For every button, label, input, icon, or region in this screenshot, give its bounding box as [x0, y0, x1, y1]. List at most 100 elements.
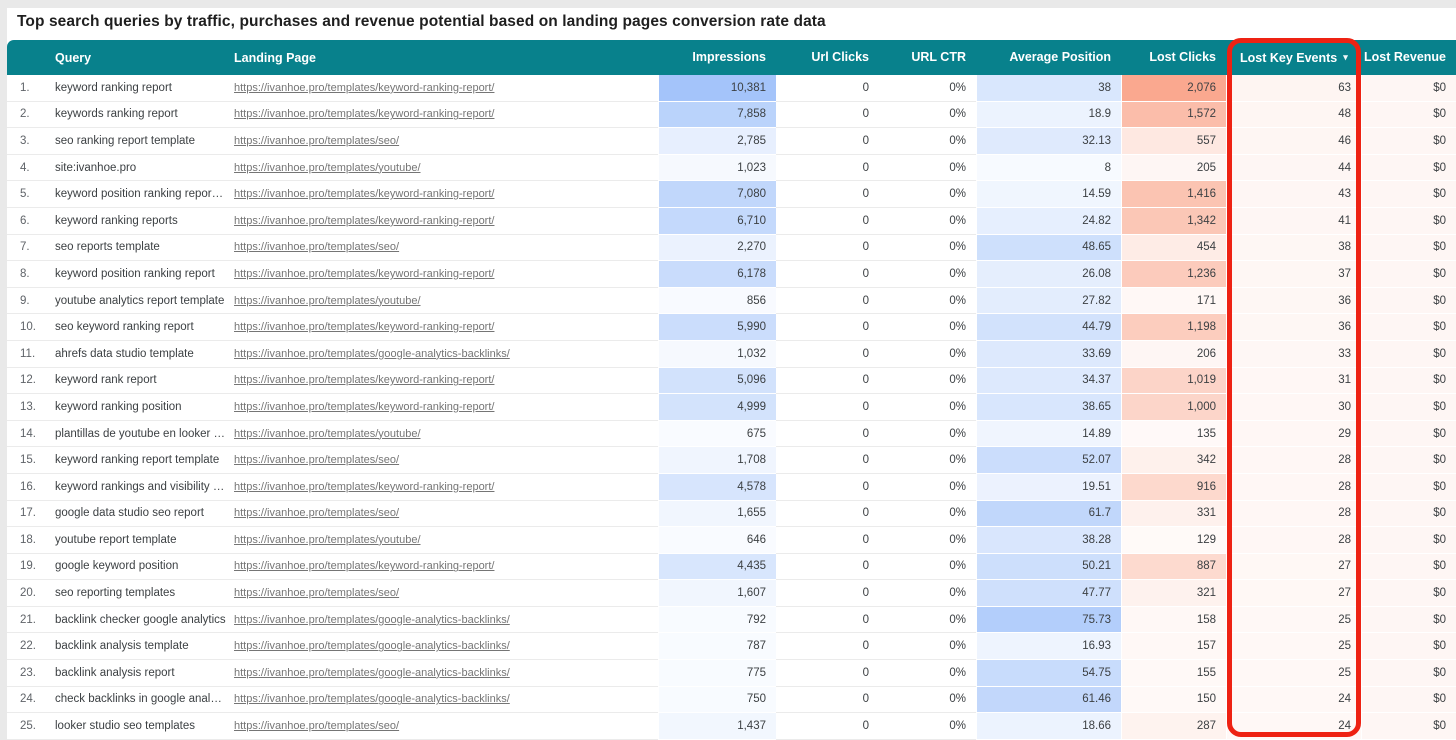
lost-clicks-cell: 916 — [1121, 473, 1226, 501]
lost-revenue-cell: $0 — [1361, 181, 1456, 208]
average-position-cell: 75.73 — [976, 606, 1121, 634]
average-position-cell: 24.82 — [976, 207, 1121, 235]
col-header-lost-revenue-label: Lost Revenue — [1364, 50, 1446, 65]
url-ctr-cell: 0% — [879, 235, 976, 262]
col-header-lost-key-events-label: Lost Key Events — [1240, 50, 1338, 65]
landing-page-link[interactable]: https://ivanhoe.pro/templates/keyword-ra… — [234, 214, 495, 227]
landing-page-cell: https://ivanhoe.pro/templates/keyword-ra… — [228, 394, 658, 421]
landing-page-link[interactable]: https://ivanhoe.pro/templates/keyword-ra… — [234, 400, 495, 413]
landing-page-link[interactable]: https://ivanhoe.pro/templates/keyword-ra… — [234, 480, 495, 493]
landing-page-link[interactable]: https://ivanhoe.pro/templates/seo/ — [234, 507, 400, 520]
landing-page-link[interactable]: https://ivanhoe.pro/templates/google-ana… — [234, 347, 510, 360]
landing-page-cell: https://ivanhoe.pro/templates/seo/ — [228, 128, 658, 155]
landing-page-cell: https://ivanhoe.pro/templates/seo/ — [228, 235, 658, 262]
query-cell: google data studio seo report — [47, 501, 228, 528]
lost-clicks-cell: 557 — [1121, 128, 1226, 155]
average-position-cell: 61.46 — [976, 686, 1121, 714]
url-clicks-cell: 0 — [776, 713, 879, 740]
lost-clicks-cell: 331 — [1121, 500, 1226, 528]
table-row: 24. check backlinks in google anal… https:… — [7, 686, 1456, 714]
lost-revenue-cell: $0 — [1361, 261, 1456, 288]
url-ctr-cell: 0% — [879, 314, 976, 341]
col-header-url-ctr[interactable]: URL CTR — [879, 40, 976, 75]
table-row: 10. seo keyword ranking report https://iva… — [7, 314, 1456, 341]
col-header-lost-revenue[interactable]: Lost Revenue — [1361, 40, 1456, 75]
col-header-url-ctr-label: URL CTR — [911, 50, 966, 65]
landing-page-link[interactable]: https://ivanhoe.pro/templates/seo/ — [234, 720, 400, 733]
average-position-cell: 34.37 — [976, 367, 1121, 395]
landing-page-link[interactable]: https://ivanhoe.pro/templates/google-ana… — [234, 613, 510, 626]
lost-revenue-cell: $0 — [1361, 606, 1456, 634]
lost-key-events-cell: 36 — [1226, 314, 1361, 341]
col-header-query[interactable]: Query — [47, 40, 228, 75]
url-clicks-cell: 0 — [776, 580, 879, 607]
url-ctr-cell: 0% — [879, 394, 976, 421]
average-position-cell: 19.51 — [976, 473, 1121, 501]
average-position-cell: 38 — [976, 75, 1121, 102]
row-number: 10. — [7, 314, 47, 341]
table-body: 1. keyword ranking report https://ivanhoe.… — [7, 75, 1456, 740]
col-header-lost-key-events[interactable]: Lost Key Events ▾ — [1226, 40, 1361, 75]
landing-page-link[interactable]: https://ivanhoe.pro/templates/seo/ — [234, 241, 400, 254]
url-ctr-cell: 0% — [879, 633, 976, 661]
row-number: 5. — [7, 181, 47, 208]
lost-revenue-cell: $0 — [1361, 128, 1456, 155]
landing-page-link[interactable]: https://ivanhoe.pro/templates/youtube/ — [234, 161, 421, 174]
landing-page-link[interactable]: https://ivanhoe.pro/templates/keyword-ra… — [234, 321, 495, 334]
landing-page-link[interactable]: https://ivanhoe.pro/templates/keyword-ra… — [234, 374, 495, 387]
landing-page-link[interactable]: https://ivanhoe.pro/templates/keyword-ra… — [234, 108, 495, 121]
lost-revenue-cell: $0 — [1361, 713, 1456, 740]
table-row: 16. keyword rankings and visibility … http… — [7, 473, 1456, 501]
lost-key-events-cell: 44 — [1226, 154, 1361, 182]
impressions-cell: 5,096 — [658, 367, 776, 395]
lost-revenue-cell: $0 — [1361, 394, 1456, 421]
url-ctr-cell: 0% — [879, 687, 976, 714]
landing-page-link[interactable]: https://ivanhoe.pro/templates/youtube/ — [234, 427, 421, 440]
col-header-average-position[interactable]: Average Position — [976, 40, 1121, 75]
col-header-lost-clicks[interactable]: Lost Clicks — [1121, 40, 1226, 75]
impressions-cell: 1,708 — [658, 447, 776, 474]
landing-page-link[interactable]: https://ivanhoe.pro/templates/youtube/ — [234, 294, 421, 307]
lost-clicks-cell: 129 — [1121, 527, 1226, 554]
col-header-landing-page-label: Landing Page — [234, 50, 316, 65]
landing-page-cell: https://ivanhoe.pro/templates/youtube/ — [228, 155, 658, 182]
page-left-margin — [0, 8, 7, 740]
landing-page-link[interactable]: https://ivanhoe.pro/templates/seo/ — [234, 134, 400, 147]
url-ctr-cell: 0% — [879, 75, 976, 102]
url-ctr-cell: 0% — [879, 713, 976, 740]
impressions-cell: 4,435 — [658, 553, 776, 581]
col-header-landing-page[interactable]: Landing Page — [228, 40, 658, 75]
landing-page-link[interactable]: https://ivanhoe.pro/templates/google-ana… — [234, 666, 510, 679]
col-header-impressions-label: Impressions — [692, 50, 766, 65]
query-cell: ahrefs data studio template — [47, 341, 228, 368]
impressions-cell: 7,080 — [658, 181, 776, 208]
table-row: 21. backlink checker google analytics http… — [7, 606, 1456, 634]
url-clicks-cell: 0 — [776, 155, 879, 182]
landing-page-link[interactable]: https://ivanhoe.pro/templates/youtube/ — [234, 533, 421, 546]
landing-page-link[interactable]: https://ivanhoe.pro/templates/keyword-ra… — [234, 560, 495, 573]
lost-revenue-cell: $0 — [1361, 686, 1456, 714]
query-cell: keyword ranking position — [47, 394, 228, 421]
url-clicks-cell: 0 — [776, 660, 879, 687]
lost-key-events-cell: 38 — [1226, 234, 1361, 262]
landing-page-link[interactable]: https://ivanhoe.pro/templates/seo/ — [234, 454, 400, 467]
impressions-cell: 2,785 — [658, 128, 776, 155]
landing-page-link[interactable]: https://ivanhoe.pro/templates/keyword-ra… — [234, 188, 495, 201]
lost-key-events-cell: 25 — [1226, 660, 1361, 687]
col-header-url-clicks[interactable]: Url Clicks — [776, 40, 879, 75]
url-clicks-cell: 0 — [776, 75, 879, 102]
landing-page-cell: https://ivanhoe.pro/templates/google-ana… — [228, 660, 658, 687]
average-position-cell: 16.93 — [976, 633, 1121, 661]
url-ctr-cell: 0% — [879, 155, 976, 182]
row-number: 15. — [7, 447, 47, 474]
url-clicks-cell: 0 — [776, 208, 879, 235]
lost-revenue-cell: $0 — [1361, 340, 1456, 368]
url-ctr-cell: 0% — [879, 368, 976, 395]
landing-page-link[interactable]: https://ivanhoe.pro/templates/seo/ — [234, 587, 400, 600]
landing-page-link[interactable]: https://ivanhoe.pro/templates/keyword-ra… — [234, 81, 495, 94]
landing-page-link[interactable]: https://ivanhoe.pro/templates/keyword-ra… — [234, 267, 495, 280]
col-header-impressions[interactable]: Impressions — [658, 40, 776, 75]
table-row: 18. youtube report template https://ivanho… — [7, 527, 1456, 554]
landing-page-link[interactable]: https://ivanhoe.pro/templates/google-ana… — [234, 693, 510, 706]
landing-page-link[interactable]: https://ivanhoe.pro/templates/google-ana… — [234, 640, 510, 653]
